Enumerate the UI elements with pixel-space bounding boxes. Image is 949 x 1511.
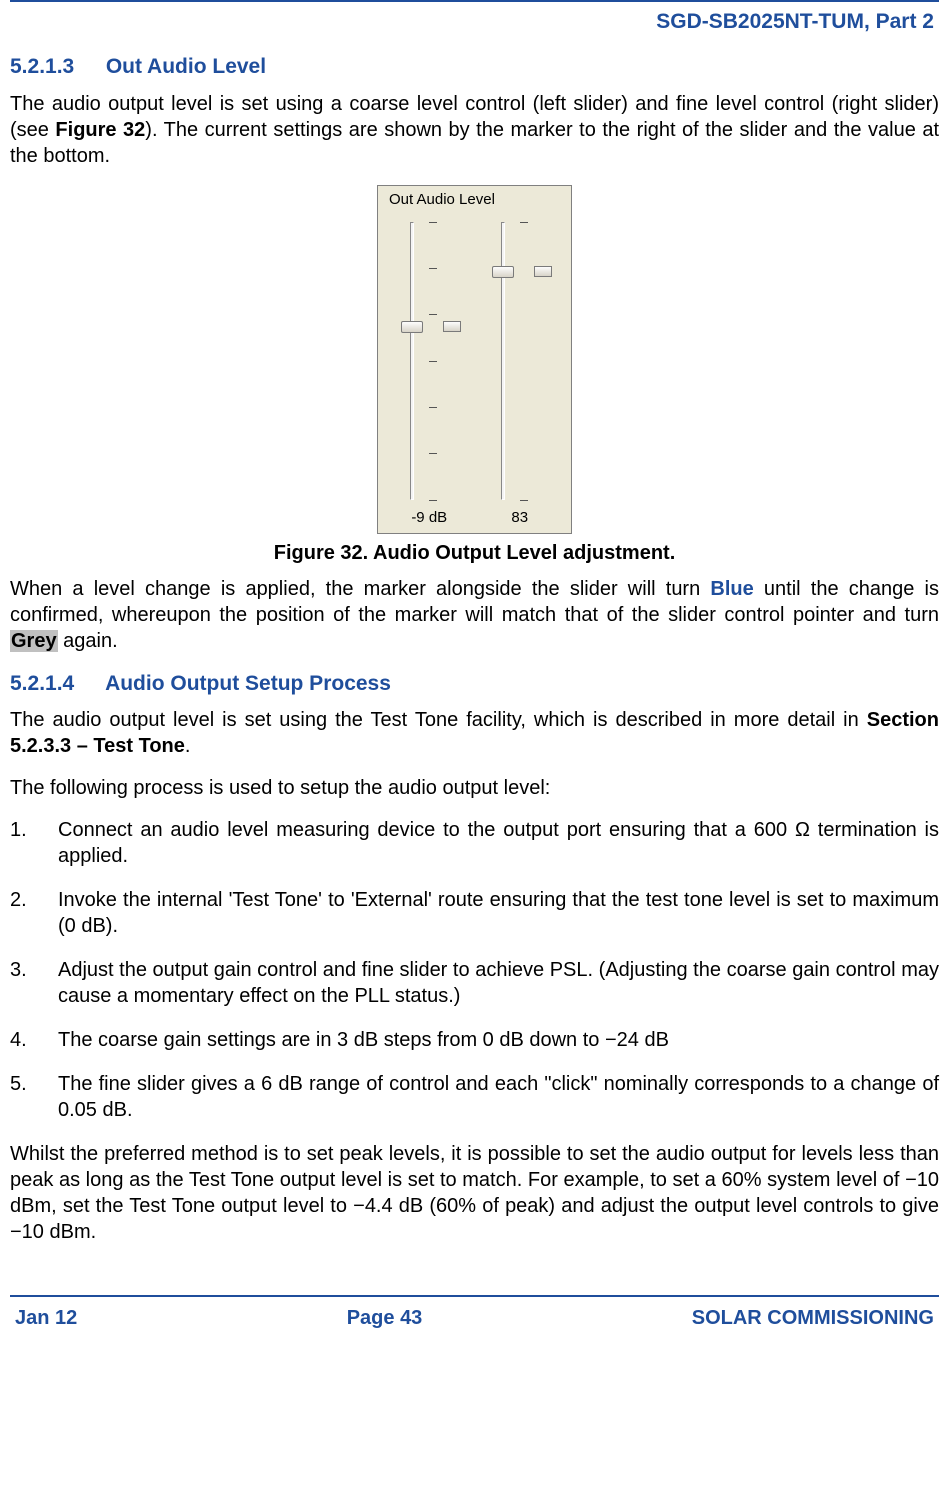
list-item: 5.The fine slider gives a 6 dB range of … bbox=[10, 1071, 939, 1123]
fine-value-label: 83 bbox=[490, 508, 550, 528]
list-item: 2.Invoke the internal 'Test Tone' to 'Ex… bbox=[10, 887, 939, 939]
list-item: 3.Adjust the output gain control and fin… bbox=[10, 957, 939, 1009]
setup-steps-list: 1.Connect an audio level measuring devic… bbox=[10, 817, 939, 1123]
text: . bbox=[185, 735, 191, 757]
step-text: The coarse gain settings are in 3 dB ste… bbox=[58, 1027, 939, 1053]
footer-date: Jan 12 bbox=[15, 1305, 77, 1331]
coarse-level-marker bbox=[443, 321, 461, 332]
coarse-slider-thumb[interactable] bbox=[401, 321, 423, 333]
step-text: The fine slider gives a 6 dB range of co… bbox=[58, 1071, 939, 1123]
fine-slider-thumb[interactable] bbox=[492, 266, 514, 278]
out-audio-level-panel: Out Audio Level bbox=[377, 185, 572, 535]
paragraph: The audio output level is set using a co… bbox=[10, 91, 939, 169]
footer-page: Page 43 bbox=[347, 1305, 423, 1331]
section-heading-5-2-1-3: 5.2.1.3 Out Audio Level bbox=[10, 53, 939, 80]
list-item: 1.Connect an audio level measuring devic… bbox=[10, 817, 939, 869]
groupbox-label: Out Audio Level bbox=[386, 190, 498, 210]
coarse-value-label: -9 dB bbox=[399, 508, 459, 528]
fine-tick-marks bbox=[520, 216, 532, 506]
section-number: 5.2.1.3 bbox=[10, 53, 100, 80]
fine-slider-group bbox=[486, 216, 554, 506]
step-text: Adjust the output gain control and fine … bbox=[58, 957, 939, 1009]
step-text: Invoke the internal 'Test Tone' to 'Exte… bbox=[58, 887, 939, 939]
list-item: 4.The coarse gain settings are in 3 dB s… bbox=[10, 1027, 939, 1053]
text: The audio output level is set using the … bbox=[10, 709, 867, 731]
figure-32: Out Audio Level bbox=[10, 185, 939, 535]
page-footer: Jan 12 Page 43 SOLAR COMMISSIONING bbox=[10, 1295, 939, 1331]
coarse-tick-marks bbox=[429, 216, 441, 506]
step-number: 1. bbox=[10, 817, 58, 869]
figure-ref: Figure 32 bbox=[55, 119, 145, 141]
fine-level-marker bbox=[534, 266, 552, 277]
coarse-slider-group bbox=[395, 216, 463, 506]
paragraph: The audio output level is set using the … bbox=[10, 707, 939, 759]
section-title: Out Audio Level bbox=[106, 55, 266, 78]
paragraph: When a level change is applied, the mark… bbox=[10, 576, 939, 654]
step-text: Connect an audio level measuring device … bbox=[58, 817, 939, 869]
step-number: 5. bbox=[10, 1071, 58, 1123]
step-number: 4. bbox=[10, 1027, 58, 1053]
text: again. bbox=[58, 630, 118, 652]
section-title: Audio Output Setup Process bbox=[105, 672, 391, 695]
blue-highlight: Blue bbox=[710, 578, 753, 600]
section-heading-5-2-1-4: 5.2.1.4 Audio Output Setup Process bbox=[10, 670, 939, 697]
fine-slider[interactable] bbox=[486, 216, 520, 506]
figure-caption: Figure 32. Audio Output Level adjustment… bbox=[10, 540, 939, 566]
paragraph: The following process is used to setup t… bbox=[10, 775, 939, 801]
coarse-slider[interactable] bbox=[395, 216, 429, 506]
doc-header: SGD-SB2025NT-TUM, Part 2 bbox=[10, 6, 939, 45]
grey-highlight: Grey bbox=[10, 630, 58, 652]
text: ). The current settings are shown by the… bbox=[10, 119, 939, 167]
step-number: 2. bbox=[10, 887, 58, 939]
section-number: 5.2.1.4 bbox=[10, 670, 100, 697]
step-number: 3. bbox=[10, 957, 58, 1009]
text: When a level change is applied, the mark… bbox=[10, 578, 710, 600]
footer-section: SOLAR COMMISSIONING bbox=[692, 1305, 934, 1331]
paragraph: Whilst the preferred method is to set pe… bbox=[10, 1141, 939, 1245]
